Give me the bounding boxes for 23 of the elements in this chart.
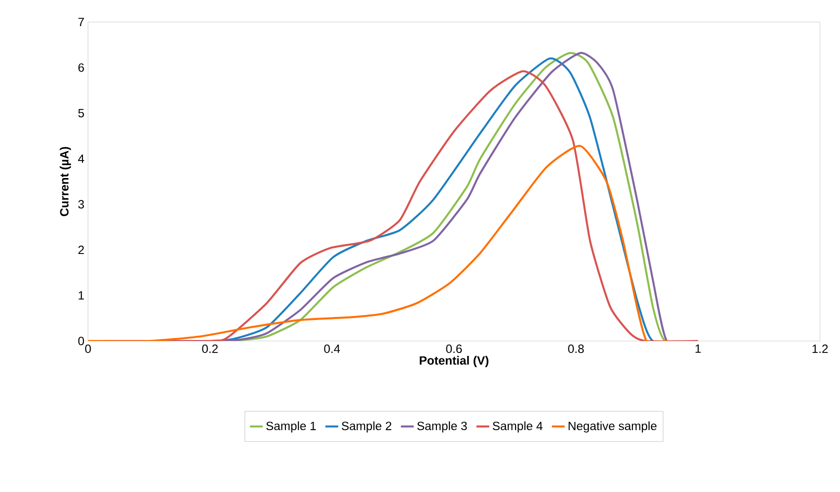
x-tick-label: 1	[696, 344, 701, 353]
y-axis-title: Current (µA)	[60, 146, 71, 216]
legend-label: Negative sample	[568, 421, 657, 433]
y-tick-label: 4	[78, 154, 84, 163]
x-tick-label: 0.8	[568, 344, 584, 354]
x-tick-label: 0.2	[202, 344, 218, 354]
legend-label: Sample 3	[417, 421, 467, 433]
y-tick-label: 7	[78, 18, 84, 26]
y-tick-label: 0	[78, 336, 84, 346]
x-tick-label: 0.4	[324, 344, 340, 354]
legend-label: Sample 2	[342, 421, 392, 433]
legend-label: Sample 4	[492, 421, 543, 433]
line-series	[88, 144, 668, 341]
y-tick-label: 1	[78, 291, 84, 300]
y-tick-label: 6	[78, 63, 84, 72]
x-tick-label: 1.2	[812, 344, 828, 353]
x-axis-title: Potential (V)	[420, 356, 488, 368]
y-tick-label: 5	[78, 108, 84, 118]
x-tick-label: 0.6	[446, 344, 462, 354]
x-tick-label: 0	[85, 344, 91, 354]
y-tick-label: 2	[78, 246, 84, 254]
legend-label: Sample 1	[266, 421, 316, 433]
y-tick-label: 3	[78, 200, 84, 209]
